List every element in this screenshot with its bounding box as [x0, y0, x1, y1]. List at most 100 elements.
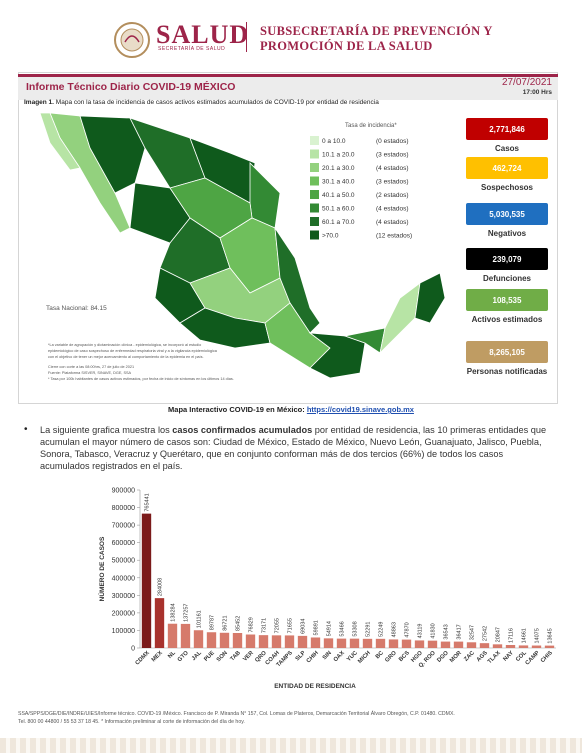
link-line: Mapa Interactivo COVID-19 en México: htt… — [0, 405, 582, 414]
bar — [505, 644, 516, 648]
bar — [336, 638, 347, 648]
data-label: 76829 — [249, 617, 255, 632]
data-label: 17116 — [509, 628, 515, 643]
map-note: epidemiológico de caso sospechoso de enf… — [48, 349, 218, 353]
bar — [518, 645, 529, 648]
legend-swatch — [310, 230, 319, 240]
agency-line: SUBSECRETARÍA DE PREVENCIÓN Y — [260, 24, 493, 38]
data-label: 284008 — [158, 578, 164, 596]
map-legend: Tasa de incidencia* 0 a 10.0 (0 estados) 10… — [310, 123, 412, 240]
x-axis-label: ENTIDAD DE RESIDENCIA — [274, 683, 356, 690]
y-tick-label: 0 — [131, 646, 135, 653]
footer: SSA/SPPS/DGE/DIE/INDRE/UIES/Informe técn… — [18, 710, 568, 726]
x-tick-label: JAL — [191, 650, 203, 662]
stat-value: 108,535 — [466, 289, 548, 311]
link[interactable]: https://covid19.sinave.gob.mx — [306, 405, 414, 414]
x-tick-label: MICH — [357, 650, 372, 665]
data-label: 36543 — [444, 624, 450, 639]
data-label: 20847 — [496, 627, 502, 642]
legend-count: (0 estados) — [376, 138, 409, 145]
legend-swatch — [310, 149, 319, 159]
report-bar — [18, 74, 558, 100]
bar — [284, 635, 295, 648]
bar — [232, 632, 243, 648]
state — [274, 227, 321, 334]
data-label: 765441 — [145, 493, 151, 511]
legend-range: 10.1 a 20.0 — [322, 152, 355, 159]
stat-label: Negativos — [487, 229, 527, 238]
x-tick-label: MEX — [151, 650, 164, 663]
data-label: 41830 — [431, 623, 437, 638]
y-axis-label: NÚMERO DE CASOS — [97, 536, 106, 601]
y-tick-label: 200000 — [112, 610, 135, 617]
bar — [167, 623, 178, 648]
y-tick-label: 100000 — [112, 628, 135, 635]
y-tick-label: 800000 — [112, 505, 135, 512]
x-tick-label: NL — [167, 650, 177, 660]
data-label: 69034 — [301, 619, 307, 634]
caption-text: Mapa con la tasa de incidencia de casos … — [55, 99, 379, 106]
data-label: 59891 — [314, 620, 320, 635]
x-tick-label: CHIH — [306, 650, 320, 664]
bar — [414, 640, 425, 648]
paragraph: La siguiente grafica muestra los casos c… — [40, 424, 555, 472]
data-label: 138284 — [171, 603, 177, 621]
x-tick-label: GTO — [177, 650, 190, 663]
agency: SUBSECRETARÍA DE PREVENCIÓN Y PROMOCIÓN … — [260, 24, 493, 54]
divider — [246, 22, 247, 52]
stat-value: 462,724 — [466, 157, 548, 179]
y-tick-label: 600000 — [112, 540, 135, 547]
legend-count: (2 estados) — [376, 192, 409, 199]
y-tick-label: 400000 — [112, 575, 135, 582]
link-label: Mapa Interactivo COVID-19 en México: — [168, 405, 307, 414]
x-tick-label: SIN — [322, 650, 333, 661]
data-label: 36417 — [457, 624, 463, 639]
caption-label: Imagen 1. — [24, 99, 54, 106]
bar — [401, 639, 412, 648]
bar — [479, 643, 490, 648]
data-label: 32547 — [470, 625, 476, 640]
bar — [193, 630, 204, 648]
bar — [349, 638, 360, 648]
map-note: con el objetivo de tener un mejor acerca… — [48, 355, 204, 359]
map-note: Fuente: Plataforma SISVER, SINAVE, DGE, … — [48, 371, 132, 375]
stat-value: 239,079 — [466, 248, 548, 270]
legend-swatch — [310, 217, 319, 226]
y-tick-label: 900000 — [112, 488, 135, 495]
report-date: 27/07/2021 — [501, 77, 552, 88]
legend-range: 40.1 a 50.0 — [322, 192, 355, 199]
x-tick-label: BCS — [398, 650, 411, 663]
legend-range: 30.1 a 40.0 — [322, 179, 355, 186]
data-label: 47870 — [405, 622, 411, 637]
bar — [323, 638, 334, 648]
legend-range: 0 a 10.0 — [322, 138, 346, 145]
bar — [180, 623, 191, 648]
map-notes: *La variable de agrupación y dictaminaci… — [48, 343, 234, 381]
data-label: 137257 — [184, 604, 190, 622]
x-tick-label: TLAX — [487, 650, 502, 665]
x-tick-label: PUE — [203, 650, 216, 663]
bar — [271, 635, 282, 648]
bar — [245, 634, 256, 648]
bar — [492, 644, 503, 648]
legend-swatch — [310, 136, 319, 145]
data-label: 89787 — [210, 615, 216, 630]
x-tick-label: ZAC — [463, 650, 476, 663]
state — [39, 112, 81, 171]
data-label: 14661 — [522, 628, 528, 643]
x-tick-label: DGO — [436, 650, 450, 664]
paragraph-bold: casos confirmados acumulados — [172, 425, 313, 435]
bar — [466, 642, 477, 648]
legend-count: (4 estados) — [376, 165, 409, 172]
state — [249, 162, 281, 229]
legend-title: Tasa de incidencia* — [345, 123, 397, 129]
x-tick-label: VER — [242, 650, 255, 663]
legend-swatch — [310, 176, 319, 186]
data-label: 72055 — [275, 618, 281, 633]
bar — [219, 632, 230, 648]
bar — [154, 598, 165, 648]
legend-count: (3 estados) — [376, 179, 409, 186]
legend-swatch — [310, 163, 319, 172]
x-tick-label: NAY — [502, 650, 515, 663]
